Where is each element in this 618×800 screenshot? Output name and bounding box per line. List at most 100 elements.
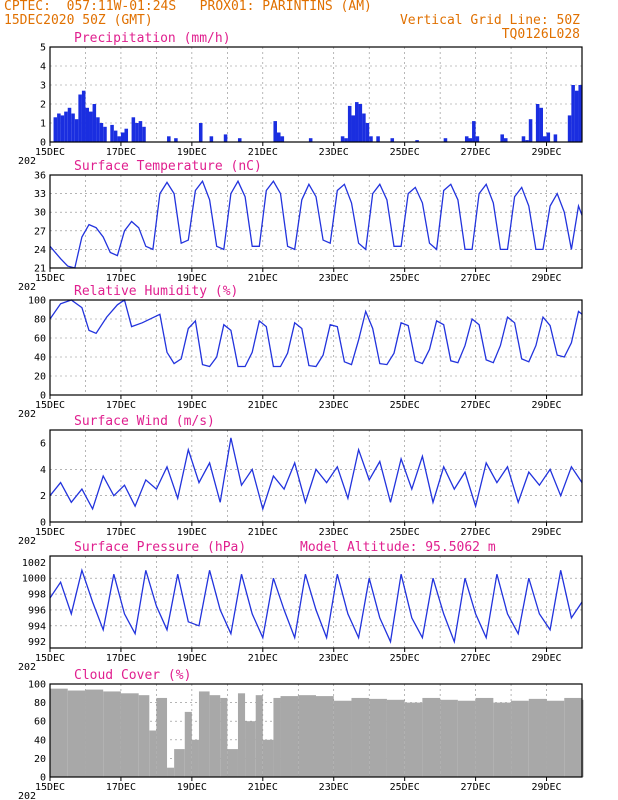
- panel-frame: [49, 299, 583, 396]
- y-tick-label: 4: [40, 62, 46, 73]
- cloud-area-segment: [333, 700, 352, 777]
- year-fragment: 202: [18, 282, 36, 293]
- cloud-area-segment: [67, 690, 86, 777]
- precip-bar: [103, 126, 107, 142]
- cloud-area-segment: [255, 695, 263, 777]
- precip-bar: [53, 117, 58, 142]
- x-tick-label: 21DEC: [248, 782, 278, 793]
- x-tick-label: 15DEC: [35, 273, 65, 284]
- precip-bar: [81, 90, 86, 142]
- precip-bar: [521, 136, 526, 142]
- precip-bar: [535, 104, 540, 142]
- y-tick-label: 0: [40, 391, 46, 402]
- series-line: [49, 298, 583, 368]
- header-line2: 15DEC2020 50Z (GMT): [4, 13, 153, 28]
- cloud-area-segment: [273, 697, 281, 777]
- x-tick-label: 15DEC: [35, 782, 65, 793]
- y-tick-label: 0: [40, 518, 46, 529]
- precip-bar: [67, 107, 72, 142]
- x-tick-label: 19DEC: [177, 782, 207, 793]
- precip-bar: [472, 121, 476, 142]
- y-tick-label: 40: [34, 353, 46, 364]
- precip-bar: [546, 132, 551, 142]
- precip-bar: [237, 138, 242, 142]
- cloud-area-segment: [440, 699, 458, 777]
- panel-frame: [49, 174, 583, 269]
- x-tick-label: 27DEC: [461, 400, 491, 411]
- panel-4: 0 2 4 6 15DEC 17DEC 19DEC 21DEC 23DEC 25DEC 27DEC 2…: [18, 414, 583, 547]
- cloud-area-segment: [227, 749, 238, 777]
- x-tick-label: 17DEC: [106, 273, 136, 284]
- cloud-area-segment: [493, 702, 512, 777]
- y-tick-label: 60: [34, 334, 46, 345]
- x-tick-label: 25DEC: [390, 400, 420, 411]
- x-tick-label: 21DEC: [248, 273, 278, 284]
- precip-bar: [117, 136, 121, 142]
- panel-frame: [49, 46, 583, 143]
- y-tick-label: 4: [40, 465, 46, 476]
- panel-title: Cloud Cover (%): [74, 668, 191, 683]
- y-tick-label: 24: [34, 245, 46, 256]
- header-model-code: TQ0126L028: [501, 27, 580, 42]
- x-tick-label: 23DEC: [319, 273, 349, 284]
- y-tick-label: 994: [28, 621, 46, 632]
- panel-5: 992 994 996 998 1000 1002 15DEC 17DEC 19DEC 21DEC…: [18, 540, 583, 673]
- x-tick-label: 21DEC: [248, 147, 278, 158]
- precip-bar: [528, 119, 533, 142]
- precip-bar: [475, 136, 480, 142]
- x-tick-label: 17DEC: [106, 782, 136, 793]
- precip-bar: [362, 113, 366, 142]
- x-tick-label: 29DEC: [531, 782, 561, 793]
- panel-annotation: Model Altitude: 95.5062 m: [300, 540, 496, 555]
- x-tick-label: 25DEC: [390, 782, 420, 793]
- panel-1: 0 1 2 3 4 5 15DEC 17DEC 19DEC 21DEC 23DEC 25DEC 27DE…: [18, 31, 583, 167]
- x-tick-label: 21DEC: [248, 400, 278, 411]
- x-tick-label: 27DEC: [461, 147, 491, 158]
- y-tick-label: 27: [34, 226, 46, 237]
- x-tick-label: 17DEC: [106, 653, 136, 664]
- cloud-area-segment: [237, 693, 246, 777]
- cloud-area-segment: [198, 691, 210, 777]
- precip-bar: [276, 132, 281, 142]
- cloud-area-segment: [404, 702, 423, 777]
- panel-title: Relative Humidity (%): [74, 284, 238, 299]
- precip-bar: [120, 132, 125, 142]
- y-tick-label: 0: [40, 773, 46, 784]
- precip-bar: [209, 136, 214, 142]
- cloud-area-segment: [280, 696, 299, 777]
- x-tick-label: 19DEC: [177, 653, 207, 664]
- cloud-area-segment: [386, 699, 405, 777]
- precip-bar: [99, 123, 104, 142]
- precip-bar: [464, 136, 469, 142]
- y-tick-label: 80: [34, 315, 46, 326]
- precip-bar: [64, 111, 68, 142]
- panel-2: 21 24 27 30 33 36 15DEC 17DEC 19DEC 21DEC 23DEC 25D…: [18, 159, 583, 293]
- precip-bar: [89, 111, 93, 142]
- x-tick-label: 19DEC: [177, 273, 207, 284]
- cloud-area-segment: [191, 739, 199, 777]
- y-tick-label: 21: [34, 264, 46, 275]
- y-tick-label: 100: [28, 296, 46, 307]
- precip-bar: [344, 138, 348, 142]
- panel-3: 0 20 40 60 80 100 15DEC 17DEC 19DEC 21DEC 23DEC 25D…: [18, 284, 583, 420]
- cloud-area-segment: [50, 688, 68, 777]
- x-tick-label: 29DEC: [531, 527, 561, 538]
- precip-bar: [347, 105, 352, 142]
- y-tick-label: 80: [34, 698, 46, 709]
- cloud-area-segment: [184, 711, 192, 777]
- precip-bar: [539, 107, 543, 142]
- precip-bar: [96, 117, 100, 142]
- x-tick-label: 21DEC: [248, 527, 278, 538]
- x-tick-label: 23DEC: [319, 527, 349, 538]
- precip-bar: [71, 113, 75, 142]
- precip-bar: [142, 126, 146, 142]
- precip-bar: [92, 104, 97, 142]
- x-tick-label: 27DEC: [461, 273, 491, 284]
- precip-bar: [85, 107, 90, 142]
- precip-bar: [365, 123, 370, 142]
- precip-bar: [74, 119, 79, 142]
- precip-bar: [273, 121, 277, 142]
- precip-bar: [124, 128, 129, 142]
- precip-bar: [60, 115, 65, 142]
- y-tick-label: 2: [40, 100, 46, 111]
